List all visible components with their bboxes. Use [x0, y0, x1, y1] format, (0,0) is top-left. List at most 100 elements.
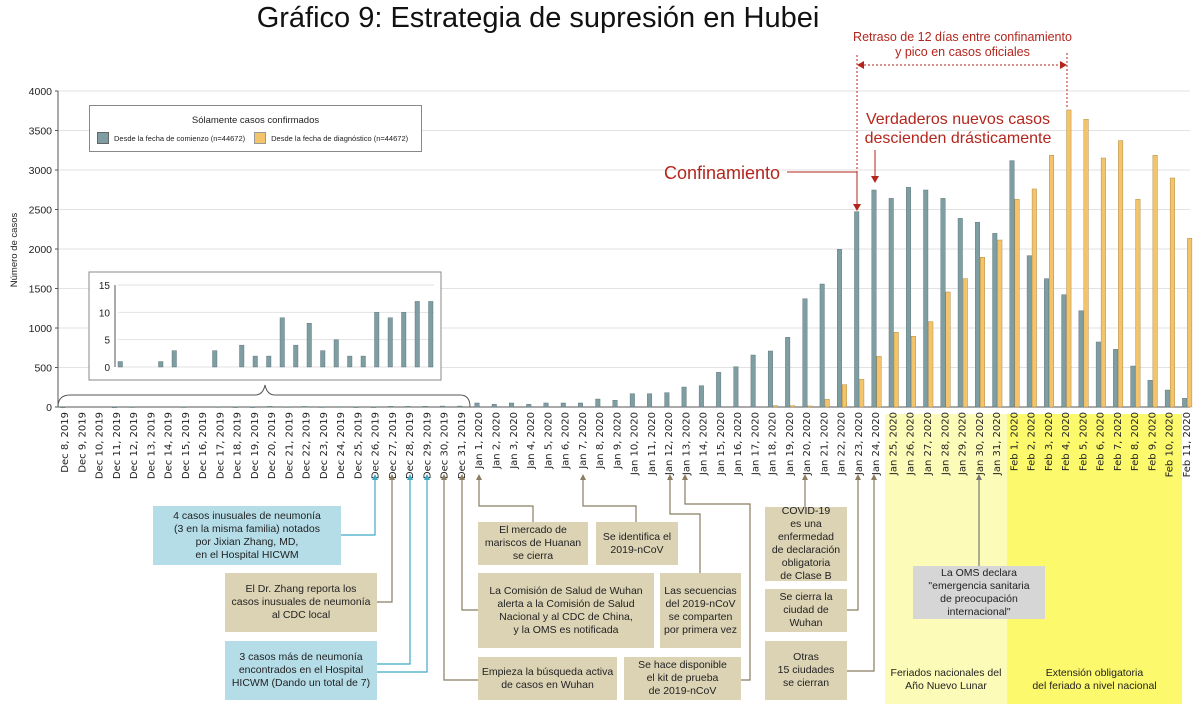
bar-onset [232, 406, 238, 408]
inset-bar [401, 312, 407, 368]
bar-onset [526, 404, 532, 408]
inset-y-tick-label: 0 [104, 363, 110, 374]
x-tick-label: Feb 1, 2020 [1009, 412, 1020, 471]
event-box-market-closed: El mercado de mariscos de Huanan se cier… [478, 522, 588, 565]
y-tick-label: 1500 [29, 284, 53, 296]
connector-arrow-icon [667, 474, 673, 480]
event-connector [341, 478, 376, 536]
x-tick-label: Jan 5, 2020 [543, 412, 554, 470]
event-box-3-more-cases: 3 casos más de neumonía encontrados en e… [225, 641, 377, 700]
x-tick-label: Dec 31, 2019 [457, 412, 468, 479]
legend-label-diagnosis: Desde la fecha de diagnóstico (n=44672) [271, 133, 409, 143]
event-connector [582, 478, 637, 522]
inset-bar [171, 350, 177, 368]
x-tick-label: Jan 13, 2020 [681, 412, 692, 476]
event-box-test-kit: Se hace disponible el kit de prueba de 2… [624, 657, 741, 700]
bar-onset [1147, 380, 1153, 408]
connector-arrow-icon [976, 474, 982, 480]
bar-onset [1044, 278, 1050, 408]
x-tick-label: Jan 25, 2020 [888, 412, 899, 476]
bar-onset [906, 187, 911, 408]
x-tick-label: Dec 11, 2019 [112, 412, 123, 479]
bar-diagnosis [772, 405, 778, 408]
bar-diagnosis [1118, 140, 1124, 408]
x-tick-label: Jan 19, 2020 [785, 412, 796, 476]
bar-onset [975, 222, 980, 408]
bar-diagnosis [842, 384, 847, 408]
x-tick-label: Dec 30, 2019 [440, 412, 451, 479]
drop-arrow-icon [871, 176, 879, 183]
inset-bar [374, 312, 380, 368]
inset-bar [347, 355, 353, 368]
x-tick-label: Jan 12, 2020 [664, 412, 675, 476]
x-tick-label: Dec 19, 2019 [250, 412, 261, 479]
bar-onset [957, 218, 963, 408]
y-tick-label: 500 [34, 363, 52, 375]
x-tick-label: Dec 13, 2019 [146, 412, 157, 479]
connector-arrow-icon [855, 474, 861, 480]
x-tick-label: Dec 25, 2019 [353, 412, 364, 479]
x-tick-label: Feb 9, 2020 [1147, 412, 1158, 471]
bar-onset [181, 406, 187, 408]
x-tick-label: Jan 31, 2020 [992, 412, 1003, 476]
bar-diagnosis [824, 399, 830, 408]
bar-onset [1130, 365, 1136, 408]
bar-diagnosis [997, 239, 1003, 408]
bar-diagnosis [876, 356, 882, 408]
bar-onset [750, 354, 756, 408]
bar-diagnosis [1135, 199, 1141, 408]
bar-diagnosis [790, 405, 796, 408]
inset-bar [293, 344, 299, 368]
x-tick-label: Dec 14, 2019 [164, 412, 175, 479]
bar-onset [457, 405, 463, 408]
x-tick-label: Feb 5, 2020 [1078, 412, 1089, 471]
bar-diagnosis [1083, 119, 1089, 408]
lockdown-annotation: Confinamiento [664, 163, 781, 183]
inset-y-tick-label: 5 [104, 336, 110, 347]
bar-diagnosis [980, 257, 985, 408]
x-tick-label: Jan 11, 2020 [647, 412, 658, 476]
x-tick-label: Feb 11, 2020 [1182, 412, 1193, 477]
inset-bar [212, 350, 218, 368]
bar-diagnosis [1014, 199, 1020, 408]
x-tick-label: Jan 3, 2020 [509, 412, 520, 470]
event-connector [377, 478, 428, 673]
x-tick-label: Jan 22, 2020 [837, 412, 848, 476]
y-tick-label: 3500 [29, 126, 53, 138]
bar-diagnosis [1187, 238, 1193, 408]
bar-onset [405, 406, 411, 408]
inset-bar [414, 301, 420, 368]
inset-bar [428, 301, 434, 368]
bar-onset [301, 406, 307, 408]
x-tick-label: Dec 21, 2019 [284, 412, 295, 479]
y-axis-label: Número de casos [9, 213, 20, 288]
bar-diagnosis [893, 332, 899, 408]
bar-onset [612, 400, 618, 408]
bar-onset [543, 402, 549, 408]
inset-frame [88, 271, 442, 381]
connector-arrow-icon [389, 474, 395, 480]
bar-onset [1164, 389, 1170, 408]
event-box-4-cases: 4 casos inusuales de neumonía (3 en la m… [153, 506, 341, 565]
bar-onset [819, 283, 825, 408]
event-box-sequences-shared: Las secuencias del 2019-nCoV se comparte… [660, 573, 741, 648]
connector-arrow-icon [682, 474, 688, 480]
bar-onset [388, 406, 394, 408]
x-tick-label: Dec 26, 2019 [371, 412, 382, 479]
bar-onset [785, 337, 791, 408]
event-connector [377, 478, 393, 603]
bar-onset [1095, 341, 1101, 408]
inset-bar [279, 317, 285, 368]
inset-bar [239, 344, 245, 368]
connector-arrow-icon [580, 474, 586, 480]
x-tick-label: Dec 17, 2019 [215, 412, 226, 479]
x-tick-label: Dec 22, 2019 [302, 412, 313, 479]
bar-onset [60, 406, 66, 408]
bar-onset [284, 406, 290, 408]
connector-arrow-icon [372, 474, 378, 480]
event-connector [478, 478, 534, 522]
x-tick-label: Dec 12, 2019 [129, 412, 140, 479]
x-tick-label: Jan 23, 2020 [854, 412, 865, 476]
